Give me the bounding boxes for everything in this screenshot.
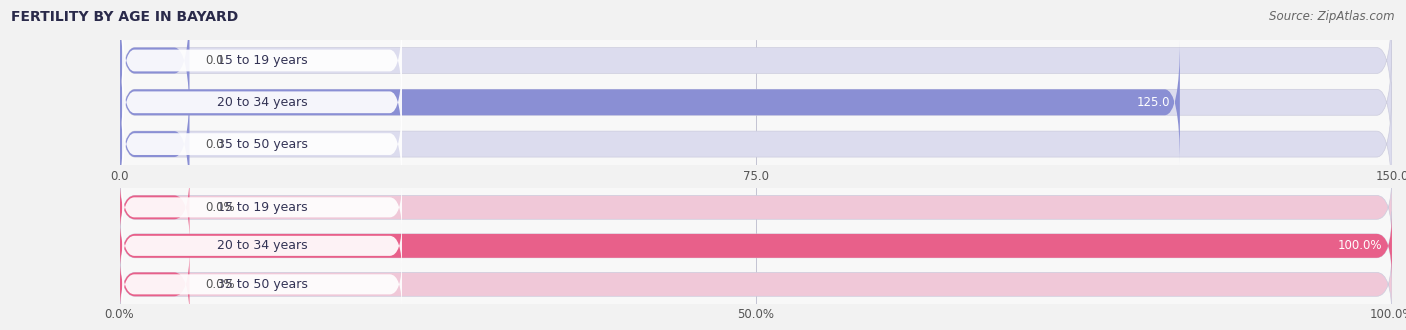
FancyBboxPatch shape <box>120 250 190 318</box>
Text: 125.0: 125.0 <box>1136 96 1170 109</box>
Text: 0.0%: 0.0% <box>205 201 235 214</box>
Text: 20 to 34 years: 20 to 34 years <box>217 96 308 109</box>
FancyBboxPatch shape <box>120 173 1392 242</box>
Text: 35 to 50 years: 35 to 50 years <box>217 278 308 291</box>
FancyBboxPatch shape <box>120 40 1392 165</box>
FancyBboxPatch shape <box>120 82 190 206</box>
FancyBboxPatch shape <box>120 0 1392 123</box>
Text: 0.0: 0.0 <box>205 54 224 67</box>
FancyBboxPatch shape <box>122 11 402 110</box>
Text: 0.0: 0.0 <box>205 138 224 150</box>
FancyBboxPatch shape <box>120 0 190 123</box>
Text: 20 to 34 years: 20 to 34 years <box>217 239 308 252</box>
FancyBboxPatch shape <box>120 82 1392 206</box>
FancyBboxPatch shape <box>122 257 402 311</box>
FancyBboxPatch shape <box>122 181 402 234</box>
FancyBboxPatch shape <box>122 95 402 193</box>
FancyBboxPatch shape <box>120 212 1392 280</box>
FancyBboxPatch shape <box>120 40 1180 165</box>
Text: 35 to 50 years: 35 to 50 years <box>217 138 308 150</box>
FancyBboxPatch shape <box>122 53 402 151</box>
Text: Source: ZipAtlas.com: Source: ZipAtlas.com <box>1270 10 1395 23</box>
FancyBboxPatch shape <box>120 212 1392 280</box>
Text: FERTILITY BY AGE IN BAYARD: FERTILITY BY AGE IN BAYARD <box>11 10 239 24</box>
FancyBboxPatch shape <box>120 250 1392 318</box>
FancyBboxPatch shape <box>122 219 402 273</box>
Text: 15 to 19 years: 15 to 19 years <box>217 201 308 214</box>
Text: 15 to 19 years: 15 to 19 years <box>217 54 308 67</box>
FancyBboxPatch shape <box>120 173 190 242</box>
Text: 100.0%: 100.0% <box>1337 239 1382 252</box>
Text: 0.0%: 0.0% <box>205 278 235 291</box>
